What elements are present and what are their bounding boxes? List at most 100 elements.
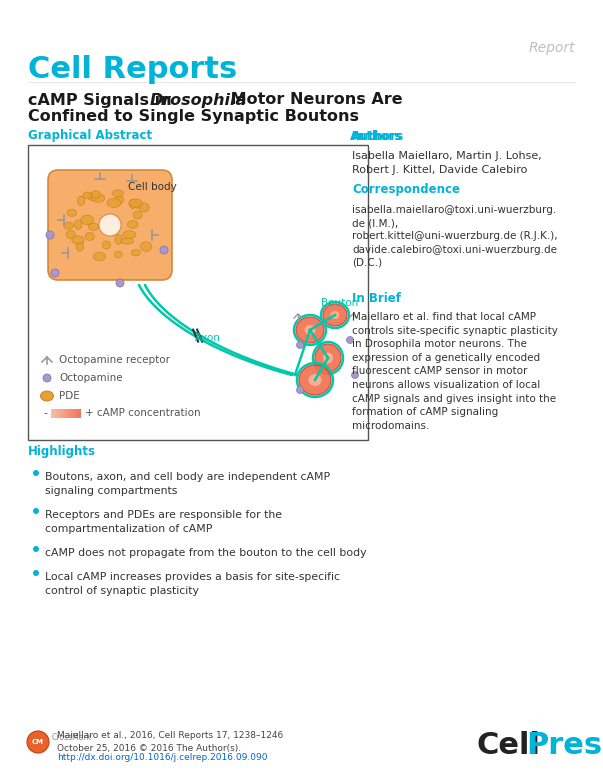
Bar [51,409,52,418]
Ellipse shape [75,220,82,229]
Text: Axon: Axon [195,333,221,343]
Bar [68,409,69,418]
Text: Report: Report [528,41,575,55]
Ellipse shape [299,365,331,395]
Text: -: - [43,408,47,418]
Ellipse shape [99,214,121,236]
Ellipse shape [134,201,142,208]
Bar [78,409,80,418]
Text: + cAMP concentration: + cAMP concentration [85,408,201,418]
Ellipse shape [121,238,134,244]
Circle shape [352,371,359,378]
Ellipse shape [130,200,136,208]
Bar [69,409,71,418]
Bar [77,409,79,418]
Ellipse shape [115,251,122,258]
Text: Boutons, axon, and cell body are independent cAMP
signaling compartments: Boutons, axon, and cell body are indepen… [45,472,330,496]
Ellipse shape [93,252,106,261]
Bar [72,409,74,418]
Ellipse shape [296,317,324,343]
Text: Confined to Single Synaptic Boutons: Confined to Single Synaptic Boutons [28,109,359,124]
Text: Graphical Abstract: Graphical Abstract [28,129,152,143]
Text: CrossMark: CrossMark [52,734,92,742]
Ellipse shape [66,230,75,239]
Circle shape [347,337,353,344]
Ellipse shape [91,191,100,198]
Ellipse shape [309,374,321,386]
Bar [60,409,61,418]
Text: isabella.maiellaro@toxi.uni-wuerzburg.
de (I.M.),
robert.kittel@uni-wuerzburg.de: isabella.maiellaro@toxi.uni-wuerzburg. d… [352,205,558,268]
Text: Drosophila: Drosophila [150,92,247,107]
Text: Local cAMP increases provides a basis for site-specific
control of synaptic plas: Local cAMP increases provides a basis fo… [45,572,340,596]
Bar [54,409,55,418]
Bar [76,409,78,418]
Ellipse shape [81,215,93,225]
Bar [60,409,62,418]
Ellipse shape [72,236,84,244]
Ellipse shape [40,391,54,401]
Ellipse shape [131,250,140,256]
Circle shape [116,279,124,287]
Ellipse shape [323,352,333,363]
Ellipse shape [305,325,315,335]
Ellipse shape [127,221,138,229]
Ellipse shape [102,241,110,249]
Text: Correspondence: Correspondence [352,183,460,197]
Text: PDE: PDE [59,391,80,401]
Text: Motor Neurons Are: Motor Neurons Are [225,92,403,107]
Ellipse shape [115,235,122,244]
Ellipse shape [115,196,124,204]
Text: Authors: Authors [350,129,402,143]
Text: CM: CM [32,739,44,745]
Ellipse shape [89,223,98,230]
Text: October 25, 2016 © 2016 The Author(s).: October 25, 2016 © 2016 The Author(s). [57,744,241,752]
Bar [71,409,73,418]
Text: Maiellaro et al. find that local cAMP
controls site-specific synaptic plasticity: Maiellaro et al. find that local cAMP co… [352,312,558,431]
Bar [52,409,54,418]
FancyBboxPatch shape [48,170,172,280]
Bar [58,409,60,418]
Circle shape [46,231,54,239]
Ellipse shape [76,241,84,251]
Text: Cell Reports: Cell Reports [28,56,237,85]
Ellipse shape [133,211,142,219]
Circle shape [160,246,168,254]
Text: In Brief: In Brief [352,291,401,305]
Ellipse shape [92,194,105,202]
Ellipse shape [129,199,142,207]
Text: Bouton: Bouton [321,298,359,308]
Text: cAMP does not propagate from the bouton to the cell body: cAMP does not propagate from the bouton … [45,548,367,558]
Bar [80,409,81,418]
Circle shape [27,731,49,753]
Ellipse shape [107,198,121,207]
Text: Receptors and PDEs are responsible for the
compartmentalization of cAMP: Receptors and PDEs are responsible for t… [45,510,282,533]
Bar [56,409,57,418]
Bar [28,145,368,440]
Bar [66,409,68,418]
Bar [75,409,77,418]
Text: Highlights: Highlights [28,446,96,459]
Text: Octopamine: Octopamine [59,373,122,383]
Text: Authors: Authors [352,129,404,143]
Ellipse shape [140,242,152,251]
Circle shape [297,341,303,348]
Text: cAMP Signals in: cAMP Signals in [28,92,177,107]
Bar [57,409,58,418]
Bar [74,409,75,418]
Circle shape [297,387,303,394]
Text: http://dx.doi.org/10.1016/j.celrep.2016.09.090: http://dx.doi.org/10.1016/j.celrep.2016.… [57,753,268,763]
Circle shape [33,470,39,476]
Bar [70,409,72,418]
Ellipse shape [330,311,339,319]
Ellipse shape [323,304,347,326]
Circle shape [33,508,39,514]
Ellipse shape [87,193,99,200]
Ellipse shape [122,231,136,239]
Bar [63,409,65,418]
Bar [65,409,67,418]
Bar [62,409,63,418]
Text: Press: Press [526,731,603,760]
Ellipse shape [67,209,77,216]
Text: Cell body: Cell body [128,182,177,192]
Circle shape [33,570,39,576]
